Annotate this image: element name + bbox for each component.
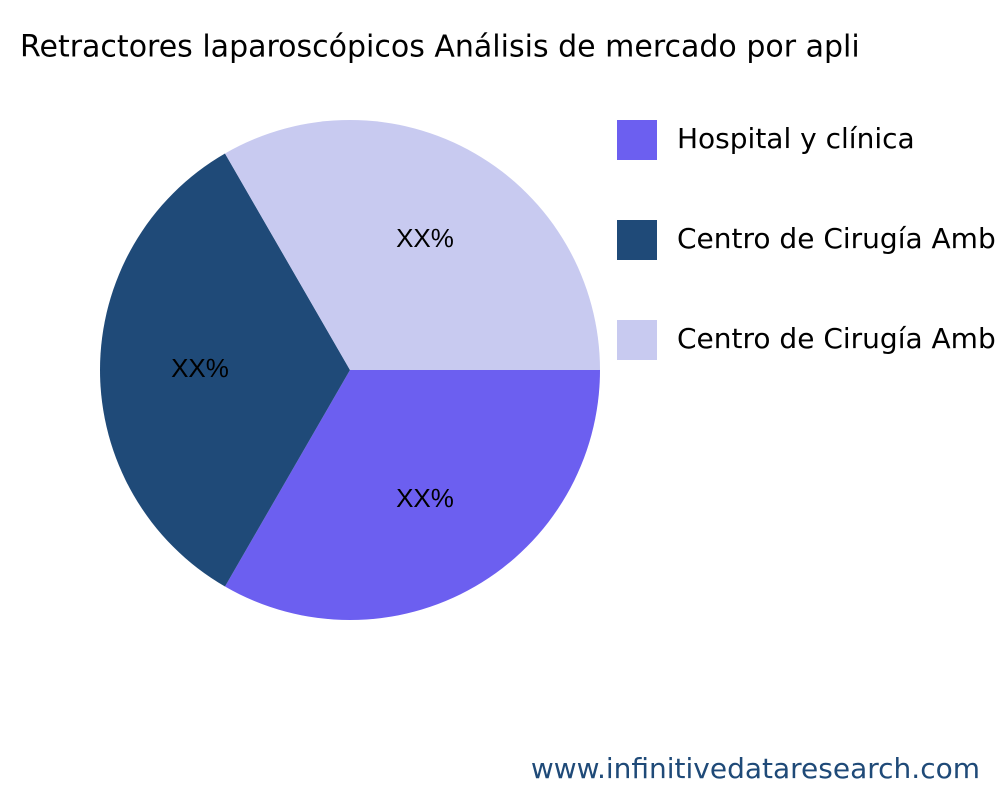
chart-title: Retractores laparoscópicos Análisis de m…: [20, 30, 860, 65]
source: www.infinitivedataresearch.com: [531, 752, 980, 785]
legend-label: Centro de Cirugía Amb: [677, 322, 996, 355]
data-label: XX%: [171, 353, 229, 383]
legend-swatch: [617, 320, 657, 360]
legend-label: Centro de Cirugía Amb: [677, 222, 996, 255]
data-label: XX%: [396, 223, 454, 253]
legend-swatch: [617, 220, 657, 260]
pie-slice: [225, 119, 600, 370]
legend-label: Hospital y clínica: [677, 122, 915, 155]
pie-slice: [225, 370, 600, 620]
legend-swatch: [617, 120, 657, 160]
data-label: XX%: [396, 483, 454, 513]
